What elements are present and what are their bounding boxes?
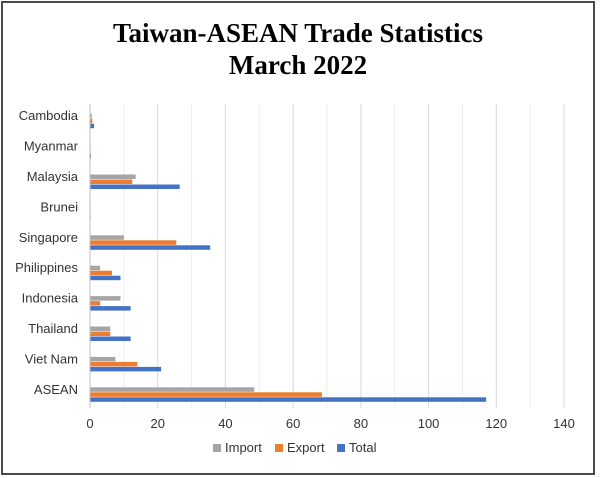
bar-export-cambodia	[90, 118, 93, 124]
x-tick-label: 100	[418, 416, 440, 431]
bar-total-cambodia	[90, 123, 95, 129]
bar-export-viet-nam	[90, 361, 138, 367]
bars	[90, 113, 487, 402]
category-label: Philippines	[15, 260, 78, 275]
bar-total-singapore	[90, 245, 211, 250]
category-label: Brunei	[40, 199, 78, 214]
bar-export-philippines	[90, 270, 113, 276]
legend-label-import: Import	[225, 440, 262, 455]
x-tick-label: 80	[354, 416, 368, 431]
legend-label-export: Export	[287, 440, 325, 455]
bar-import-viet-nam	[90, 356, 116, 362]
bar-total-viet-nam	[90, 366, 162, 372]
x-axis-ticks: 0 20 40 60 80 100 120 140	[86, 416, 574, 431]
legend: Import Export Total	[213, 440, 377, 455]
x-tick-label: 0	[86, 416, 93, 431]
category-label: Thailand	[28, 321, 78, 336]
bar-import-singapore	[90, 235, 124, 240]
bar-export-asean	[90, 392, 322, 397]
legend-swatch-export	[275, 444, 283, 452]
bar-total-thailand	[90, 336, 131, 341]
bar-export-singapore	[90, 240, 177, 245]
legend-swatch-total	[337, 444, 345, 452]
chart-title: Taiwan-ASEAN Trade Statistics	[113, 18, 483, 48]
x-tick-label: 60	[286, 416, 300, 431]
bar-import-cambodia	[90, 113, 92, 119]
category-label: Cambodia	[19, 108, 79, 123]
bar-total-indonesia	[90, 306, 131, 311]
category-label: Singapore	[19, 230, 78, 245]
legend-label-total: Total	[349, 440, 377, 455]
category-label: Viet Nam	[25, 351, 78, 366]
x-tick-label: 40	[218, 416, 232, 431]
legend-swatch-import	[213, 444, 221, 452]
category-label: ASEAN	[34, 382, 78, 397]
category-label: Malaysia	[27, 169, 79, 184]
bar-total-asean	[90, 397, 487, 402]
bar-total-myanmar	[90, 154, 92, 159]
bar-export-thailand	[90, 331, 111, 336]
gridlines	[123, 104, 565, 408]
bar-import-thailand	[90, 326, 111, 331]
chart-subtitle: March 2022	[229, 50, 367, 80]
bar-total-philippines	[90, 275, 121, 281]
x-tick-label: 140	[553, 416, 575, 431]
bar-import-asean	[90, 387, 255, 392]
bar-import-indonesia	[90, 296, 121, 301]
category-label: Indonesia	[22, 291, 79, 306]
bar-export-indonesia	[90, 301, 101, 306]
bar-export-malaysia	[90, 179, 133, 184]
category-labels: ASEAN Viet Nam Thailand Indonesia Philippine…	[15, 108, 79, 397]
bar-total-malaysia	[90, 184, 180, 189]
category-label: Myanmar	[24, 139, 79, 154]
bar-import-malaysia	[90, 174, 136, 179]
x-tick-label: 120	[485, 416, 507, 431]
x-tick-label: 20	[150, 416, 164, 431]
bar-import-philippines	[90, 265, 101, 271]
